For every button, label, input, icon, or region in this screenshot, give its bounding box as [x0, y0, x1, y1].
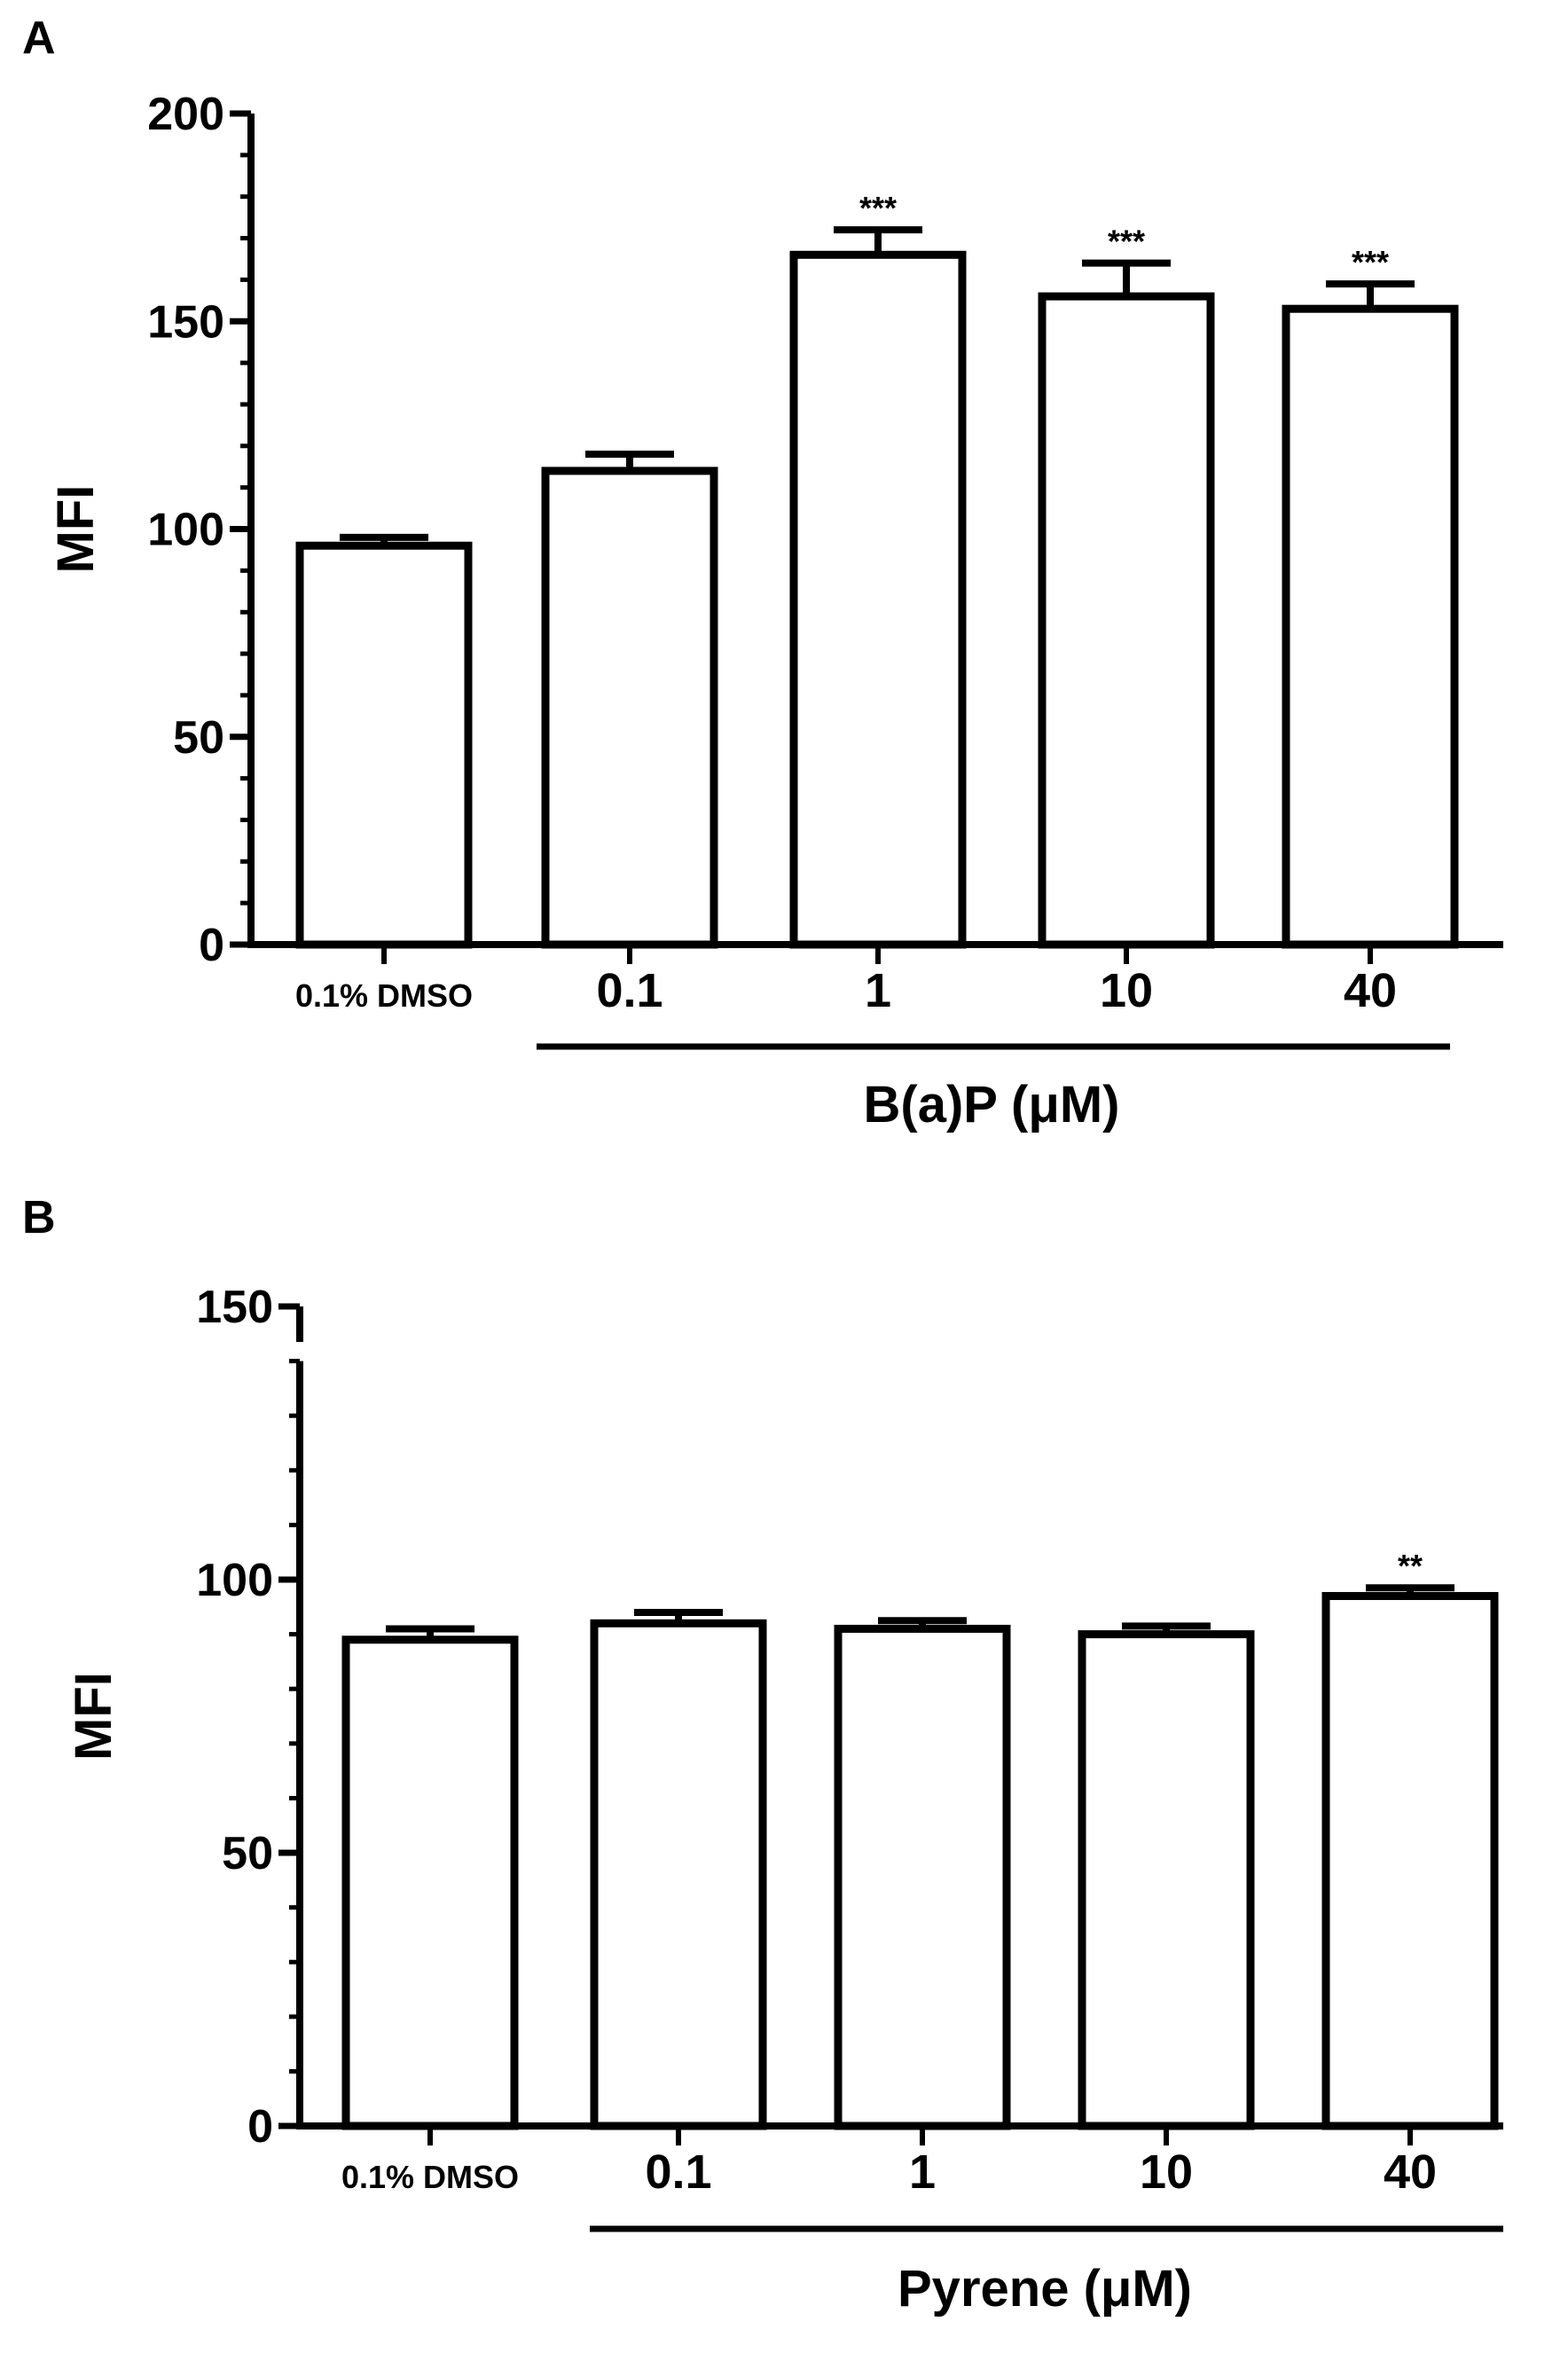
- bar: [295, 541, 473, 949]
- x-tick-label: 10: [1100, 964, 1153, 1017]
- significance-marker: **: [1398, 1548, 1423, 1584]
- group-label: Pyrene (μM): [898, 2260, 1192, 2318]
- x-tick-label: 1: [909, 2145, 936, 2199]
- y-tick-label: 50: [222, 1828, 273, 1879]
- x-tick-label: 0.1% DMSO: [341, 2159, 519, 2195]
- x-tick-label: 40: [1344, 964, 1397, 1017]
- y-tick-label: 0: [247, 2101, 273, 2153]
- y-tick-label: 0: [199, 920, 224, 971]
- bar: [341, 1635, 519, 2130]
- y-tick-label: 150: [147, 296, 224, 348]
- y-tick-label: 100: [147, 505, 224, 556]
- bar: [541, 467, 718, 949]
- bar: [1078, 1630, 1255, 2130]
- bar: [789, 250, 967, 949]
- x-tick-label: 1: [865, 964, 891, 1017]
- y-axis-label: MFI: [47, 485, 105, 574]
- y-tick-label: 200: [147, 89, 224, 140]
- significance-marker: ***: [859, 190, 897, 226]
- bar: [1038, 292, 1215, 949]
- bar: [590, 1619, 767, 2130]
- y-tick-label: 150: [196, 1282, 273, 1333]
- x-tick-label: 0.1: [645, 2145, 711, 2199]
- y-tick-label: 50: [173, 712, 224, 764]
- bar: [834, 1624, 1011, 2130]
- bar: [1321, 1591, 1499, 2130]
- group-label: B(a)P (μM): [864, 1076, 1120, 1133]
- significance-marker: ***: [1352, 244, 1389, 280]
- x-tick-label: 0.1: [596, 964, 662, 1017]
- x-tick-label: 40: [1384, 2145, 1437, 2199]
- bar: [1282, 304, 1459, 949]
- x-tick-label: 0.1% DMSO: [295, 977, 473, 1014]
- panel-label: B: [22, 1192, 56, 1243]
- y-tick-label: 100: [196, 1555, 273, 1606]
- significance-marker: ***: [1108, 224, 1145, 260]
- panel-label: A: [22, 12, 56, 64]
- y-axis-label: MFI: [65, 1672, 122, 1761]
- x-tick-label: 10: [1140, 2145, 1193, 2199]
